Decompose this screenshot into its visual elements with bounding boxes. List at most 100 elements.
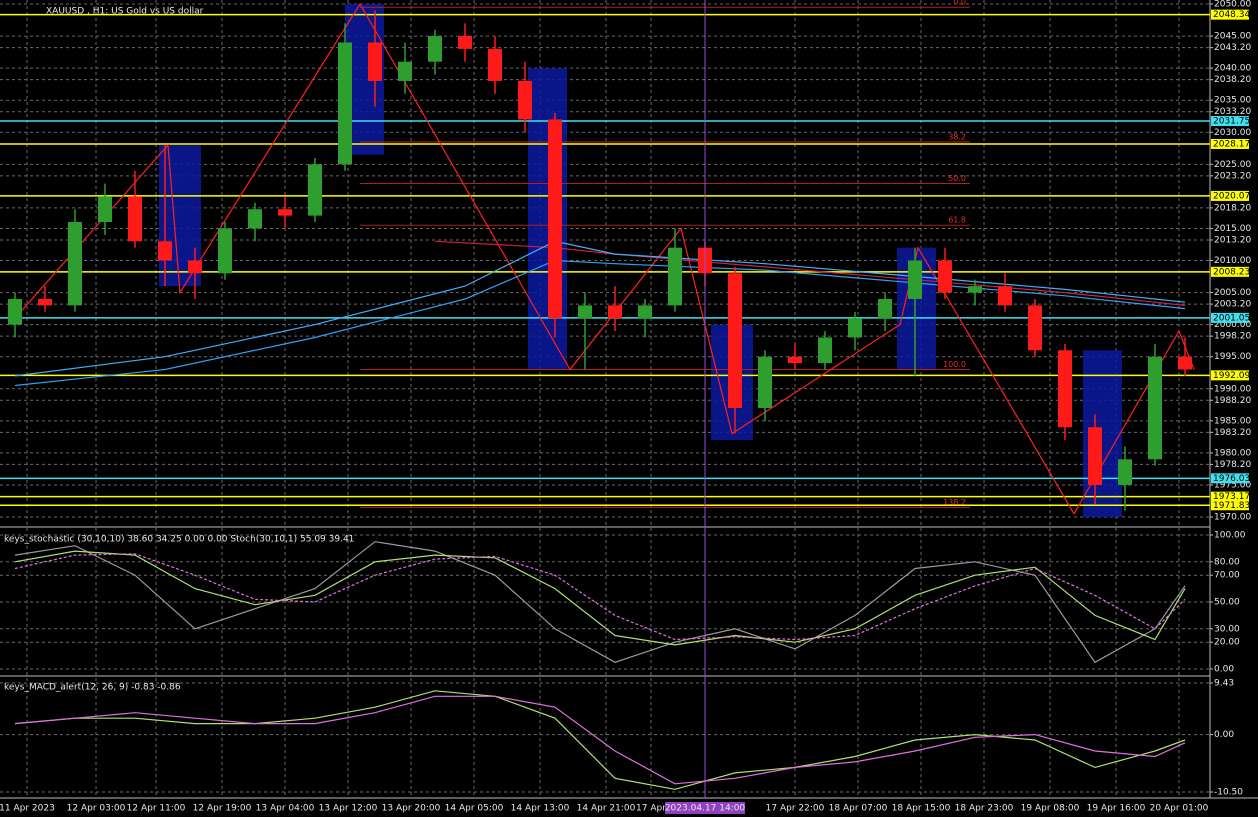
- cursor-label: 2023.04.17 14:00: [665, 804, 746, 814]
- candle-body: [158, 241, 172, 261]
- candle-body: [1058, 350, 1072, 428]
- candle-body: [338, 42, 352, 165]
- level-label: 2001.05: [1213, 313, 1250, 323]
- x-tick-label: 14 Apr 13:00: [511, 804, 570, 814]
- x-tick-label: 19 Apr 08:00: [1021, 804, 1080, 814]
- y-tick-label: 20.00: [1214, 638, 1240, 648]
- candle-body: [548, 119, 562, 319]
- x-tick-label: 19 Apr 16:00: [1087, 804, 1146, 814]
- level-tag: [1211, 312, 1249, 323]
- x-tick-label: 13 Apr 04:00: [256, 804, 315, 814]
- y-tick-label: 1990.00: [1214, 384, 1251, 394]
- y-tick-label: 1995.00: [1214, 352, 1251, 362]
- candle-body: [98, 196, 112, 223]
- y-tick-label: 2033.20: [1214, 107, 1251, 117]
- y-tick-label: 2018.20: [1214, 203, 1251, 213]
- level-label: 2048.34: [1213, 10, 1250, 20]
- fib-label: 61.8: [948, 216, 966, 225]
- indicator-line: [14, 553, 1186, 641]
- y-tick-label: 1975.00: [1214, 480, 1251, 490]
- level-tag: [1211, 138, 1249, 149]
- candle-body: [818, 337, 832, 364]
- y-tick-label: 2050.00: [1214, 0, 1251, 10]
- candle-body: [518, 80, 532, 120]
- indicator-line: [14, 690, 1186, 790]
- level-label: 1971.83: [1213, 501, 1250, 511]
- y-tick-label: 2038.20: [1214, 75, 1251, 85]
- candle-body: [938, 260, 952, 293]
- y-tick-label: 0.00: [1214, 665, 1234, 675]
- candle-body: [788, 356, 802, 364]
- candle-body: [1148, 356, 1162, 460]
- x-tick-label: 11 Apr 2023: [0, 804, 55, 814]
- level-label: 2020.07: [1213, 191, 1250, 201]
- level-tag: [1211, 500, 1249, 511]
- candle-body: [278, 209, 292, 216]
- fib-label: 138.2: [943, 498, 966, 507]
- y-tick-label: 2015.00: [1214, 224, 1251, 234]
- indicator-line: [14, 550, 1186, 646]
- y-tick-label: 1988.20: [1214, 396, 1251, 406]
- x-tick-label: 12 Apr 11:00: [127, 804, 186, 814]
- candle-body: [1088, 427, 1102, 485]
- candle-body: [428, 36, 442, 62]
- y-tick-label: 100.00: [1214, 531, 1246, 541]
- y-tick-label: 1978.20: [1214, 460, 1251, 470]
- level-tag: [1211, 266, 1249, 277]
- candle-body: [458, 36, 472, 49]
- candle-body: [758, 356, 772, 408]
- y-tick-label: 1983.20: [1214, 428, 1251, 438]
- x-tick-label: 13 Apr 12:00: [319, 804, 378, 814]
- level-label: 1976.03: [1213, 474, 1250, 484]
- x-tick-label: 12 Apr 03:00: [67, 804, 126, 814]
- candle-body: [248, 209, 262, 229]
- y-tick-label: -10.50: [1214, 788, 1243, 798]
- level-tag: [1211, 473, 1249, 484]
- candle-body: [128, 196, 142, 242]
- indicator-line: [14, 695, 1186, 785]
- candle-body: [1118, 459, 1132, 485]
- x-tick-label: 12 Apr 19:00: [193, 804, 252, 814]
- y-tick-label: 2040.00: [1214, 64, 1251, 74]
- y-tick-label: 80.00: [1214, 557, 1240, 567]
- candle-body: [68, 222, 82, 306]
- candle-body: [728, 273, 742, 408]
- candle-body: [638, 305, 652, 319]
- level-label: 2028.17: [1213, 139, 1250, 149]
- level-tag: [1211, 491, 1249, 502]
- x-tick-label: 17 Apr: [636, 804, 666, 814]
- candle-body: [998, 286, 1012, 306]
- y-tick-label: 50.00: [1214, 598, 1240, 608]
- indicator-line: [14, 541, 1186, 664]
- x-tick-label: 14 Apr 05:00: [445, 804, 504, 814]
- y-tick-label: 2045.00: [1214, 32, 1251, 42]
- y-tick-label: 2000.00: [1214, 320, 1251, 330]
- y-tick-label: 1998.20: [1214, 332, 1251, 342]
- y-tick-label: 2030.00: [1214, 128, 1251, 138]
- candle-body: [668, 247, 682, 306]
- y-tick-label: 2035.00: [1214, 96, 1251, 106]
- level-tag: [1211, 116, 1249, 127]
- fib-label: 38.2: [948, 132, 966, 141]
- candle-body: [908, 260, 922, 299]
- candle-body: [1178, 356, 1192, 370]
- indicator-line: [14, 259, 1186, 387]
- pane-title: keys_stochastic (30,10,10) 38.60 34.25 0…: [4, 535, 354, 545]
- candle-body: [608, 305, 622, 319]
- cursor-tag: [665, 802, 745, 814]
- candle-body: [578, 305, 592, 319]
- y-tick-label: 1970.00: [1214, 513, 1251, 523]
- fib-label: 50.0: [948, 174, 966, 183]
- x-tick-label: 18 Apr 23:00: [955, 804, 1014, 814]
- y-tick-label: 2013.20: [1214, 235, 1251, 245]
- candle-body: [968, 286, 982, 293]
- x-tick-label: 13 Apr 20:00: [382, 804, 441, 814]
- level-label: 2031.75: [1213, 117, 1250, 127]
- candle-body: [1028, 305, 1042, 351]
- fib-label: 0.0: [953, 0, 966, 7]
- y-tick-label: 2023.20: [1214, 171, 1251, 181]
- chart-title: XAUUSD , H1: US Gold vs US dollar: [46, 7, 204, 17]
- y-tick-label: 2003.20: [1214, 300, 1251, 310]
